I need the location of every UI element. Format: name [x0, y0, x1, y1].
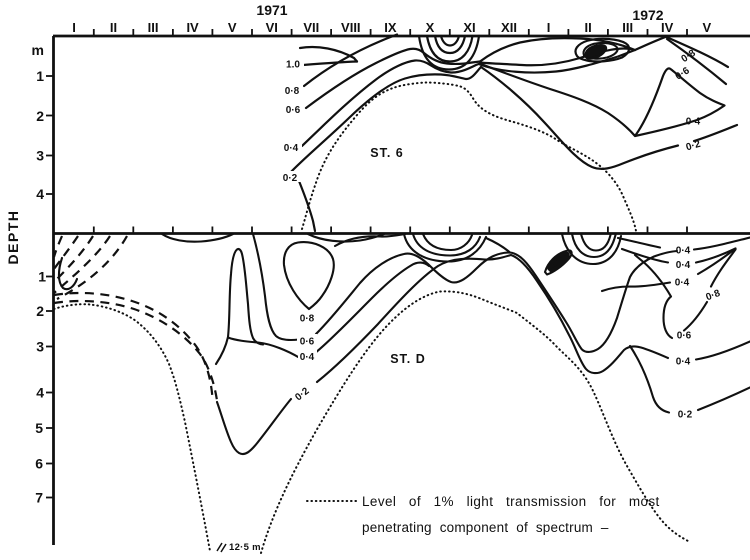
svg-text:3: 3	[36, 339, 44, 355]
svg-text:4: 4	[36, 385, 44, 401]
svg-text:2: 2	[36, 303, 44, 319]
svg-text:1971: 1971	[256, 2, 287, 18]
svg-text:ST. 6: ST. 6	[370, 146, 404, 160]
svg-text:0·6: 0·6	[677, 331, 692, 342]
svg-text:0·2: 0·2	[283, 173, 298, 184]
svg-text:12·5 m: 12·5 m	[229, 542, 261, 553]
svg-text:XII: XII	[501, 20, 517, 35]
svg-text:IV: IV	[661, 20, 674, 35]
svg-text:0·8: 0·8	[285, 86, 300, 97]
svg-text:4: 4	[36, 186, 44, 202]
svg-text:1: 1	[36, 68, 44, 84]
svg-text:0·4: 0·4	[676, 246, 691, 257]
svg-text:I: I	[72, 20, 76, 35]
svg-text:VIII: VIII	[341, 20, 361, 35]
svg-text:II: II	[110, 20, 117, 35]
svg-text:0·4: 0·4	[284, 143, 299, 154]
svg-text:0·8: 0·8	[704, 288, 722, 303]
svg-text:0·6: 0·6	[300, 337, 315, 348]
svg-text:6: 6	[35, 456, 43, 472]
svg-text:Level of 1% light transmission: Level of 1% light transmission for most	[362, 494, 660, 509]
svg-text:III: III	[622, 20, 633, 35]
svg-text:0·4: 0·4	[675, 278, 690, 289]
svg-text:IX: IX	[384, 20, 397, 35]
svg-text:3: 3	[36, 148, 44, 164]
svg-text:1972: 1972	[632, 7, 663, 23]
svg-text:0·4: 0·4	[686, 117, 701, 128]
svg-text:VII: VII	[303, 20, 319, 35]
svg-text:0·2: 0·2	[685, 139, 702, 154]
svg-text:penetrating component of spect: penetrating component of spectrum –	[362, 520, 609, 535]
svg-text:2: 2	[36, 108, 44, 124]
svg-text:0·4: 0·4	[300, 352, 315, 363]
svg-text:7: 7	[35, 490, 43, 506]
svg-text:V: V	[228, 20, 237, 35]
svg-text:X: X	[426, 20, 435, 35]
svg-text:1: 1	[38, 269, 46, 285]
svg-text:VI: VI	[266, 20, 278, 35]
svg-text:m: m	[32, 42, 44, 58]
svg-text:I: I	[547, 20, 551, 35]
svg-text:5: 5	[35, 420, 43, 436]
svg-text:III: III	[148, 20, 159, 35]
svg-text:II: II	[584, 20, 591, 35]
svg-text:0·2: 0·2	[678, 410, 693, 421]
svg-text:1.0: 1.0	[286, 60, 300, 71]
svg-text:ST. D: ST. D	[390, 352, 426, 366]
svg-text:V: V	[702, 20, 711, 35]
svg-text:XI: XI	[463, 20, 475, 35]
svg-text:0·4: 0·4	[676, 357, 691, 368]
svg-text:0·6: 0·6	[286, 105, 301, 116]
svg-text:0·8: 0·8	[300, 314, 315, 325]
svg-text:0·4: 0·4	[676, 260, 691, 271]
svg-text:IV: IV	[186, 20, 199, 35]
svg-text:DEPTH: DEPTH	[5, 210, 21, 265]
